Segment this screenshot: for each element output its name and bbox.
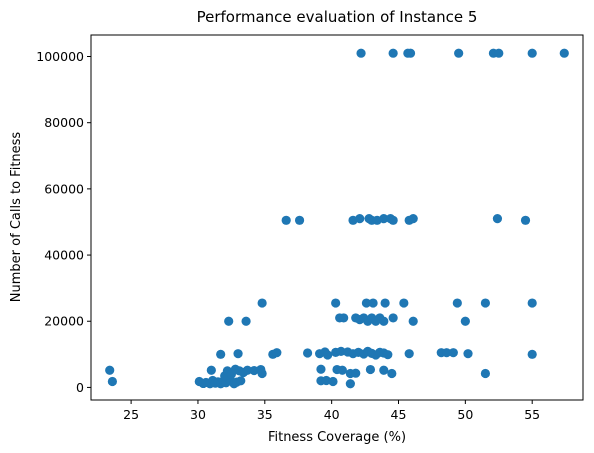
data-point (337, 365, 347, 375)
data-point (302, 348, 313, 358)
data-point (460, 316, 470, 326)
data-point (242, 365, 253, 375)
data-point (345, 379, 355, 389)
data-point (388, 48, 398, 58)
data-point (527, 298, 537, 308)
data-point (257, 368, 267, 379)
data-point (463, 349, 473, 359)
y-tick-label: 80000 (44, 115, 84, 130)
data-point (241, 316, 251, 326)
data-point (224, 316, 234, 326)
chart-title: Performance evaluation of Instance 5 (197, 8, 478, 26)
data-point (294, 215, 305, 225)
data-point (272, 348, 282, 358)
x-tick-label: 35 (257, 407, 273, 422)
data-point (328, 376, 338, 387)
data-points (105, 48, 569, 389)
data-point (339, 313, 349, 323)
data-point (236, 376, 246, 386)
data-point (480, 368, 491, 379)
x-tick-label: 55 (524, 407, 540, 422)
data-point (448, 348, 458, 358)
data-point (480, 298, 491, 308)
data-point (105, 365, 115, 375)
data-point (405, 48, 416, 58)
y-axis-label: Number of Calls to Fitness (9, 132, 24, 303)
data-point (380, 298, 390, 308)
data-point (257, 298, 267, 308)
x-tick-label: 45 (391, 407, 407, 422)
data-point (379, 365, 389, 375)
data-point (404, 349, 414, 359)
x-tick-label: 25 (123, 407, 139, 422)
y-tick-label: 40000 (44, 248, 84, 263)
data-point (356, 48, 366, 58)
data-point (494, 48, 504, 58)
data-point (388, 313, 398, 323)
data-point (379, 214, 389, 224)
data-point (399, 298, 409, 308)
plot-frame (90, 34, 584, 401)
data-point (492, 214, 503, 224)
x-tick-label: 30 (190, 407, 206, 422)
data-point (527, 349, 537, 359)
data-point (216, 349, 226, 359)
data-point (206, 365, 216, 375)
y-axis-ticks: 0 20000 40000 60000 80000 100000 (36, 49, 91, 395)
y-tick-label: 100000 (36, 49, 84, 64)
data-point (383, 350, 393, 360)
data-point (408, 214, 418, 224)
y-tick-label: 60000 (44, 181, 84, 196)
y-tick-label: 20000 (44, 314, 84, 329)
data-point (365, 364, 376, 375)
data-point (520, 215, 531, 225)
data-point (351, 368, 361, 378)
x-tick-label: 50 (457, 407, 473, 422)
data-point (454, 48, 464, 58)
data-point (323, 350, 333, 360)
x-tick-label: 40 (324, 407, 340, 422)
data-point (355, 214, 365, 224)
data-point (387, 368, 397, 379)
data-point (379, 316, 389, 326)
data-point (336, 346, 346, 356)
data-point (408, 316, 418, 326)
data-point (107, 376, 117, 387)
data-point (361, 298, 372, 308)
data-point (316, 364, 326, 374)
data-point (452, 298, 462, 308)
data-point (368, 298, 378, 308)
x-axis-ticks: 25 30 35 40 45 50 55 (123, 400, 540, 422)
data-point (233, 349, 243, 359)
y-tick-label: 0 (76, 380, 84, 395)
x-axis-label: Fitness Coverage (%) (268, 430, 406, 445)
data-point (281, 215, 291, 225)
data-point (388, 215, 398, 225)
data-point (442, 348, 452, 358)
data-point (559, 48, 569, 58)
data-point (331, 298, 341, 308)
data-point (527, 48, 537, 58)
